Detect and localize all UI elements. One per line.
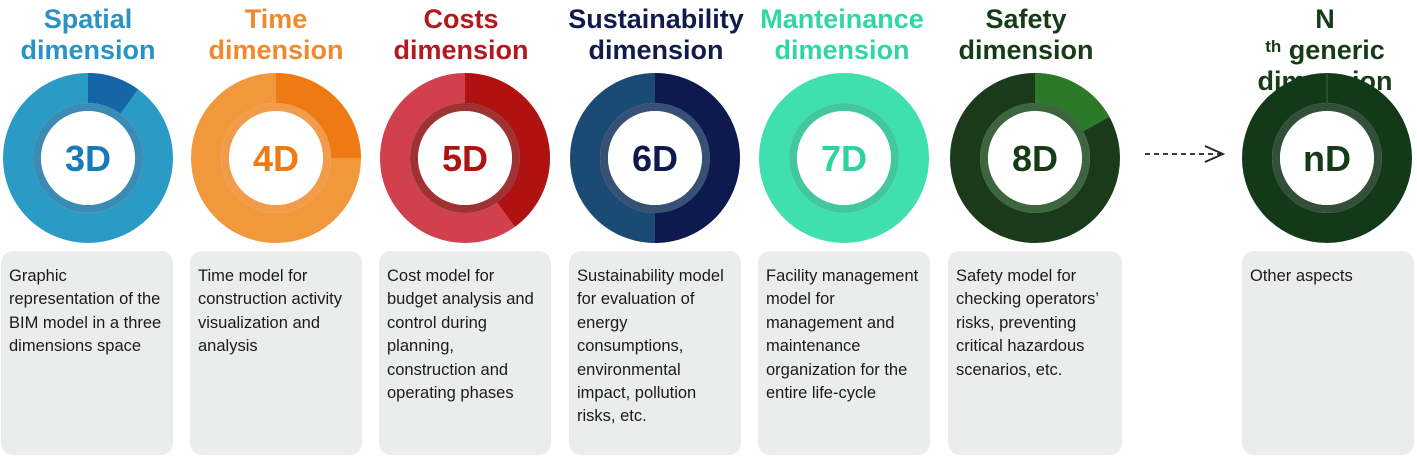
ring-inner-band (410, 103, 520, 213)
ring-inner-band (600, 103, 710, 213)
title-3d: Spatial dimension (20, 4, 156, 65)
ring-center (229, 111, 323, 205)
title-7d: Manteinance dimension (760, 4, 924, 65)
ring-6d: 6D (569, 72, 741, 244)
dimension-label: nD (1303, 138, 1351, 179)
description-box-nd: Other aspects (1242, 251, 1414, 455)
description-4d: Time model for construction activity vis… (198, 267, 342, 356)
ring-center (608, 111, 702, 205)
ring-highlight-segment (276, 73, 361, 158)
dimension-label: 4D (253, 138, 299, 179)
donut-ring-icon: 3D (3, 73, 173, 243)
dimension-label: 3D (65, 138, 111, 179)
dimension-label: 8D (1012, 138, 1058, 179)
donut-ring-icon: 6D (570, 73, 740, 243)
ring-center (41, 111, 135, 205)
ring-center (1280, 111, 1374, 205)
title-4d: Time dimension (208, 4, 344, 65)
description-box-8d: Safety model for checking operators’ ris… (948, 251, 1122, 455)
donut-ring-icon: 7D (759, 73, 929, 243)
description-6d: Sustainability model for evaluation of e… (577, 267, 724, 426)
title-6d: Sustainability dimension (568, 4, 744, 65)
ring-inner-band (980, 103, 1090, 213)
dashed-arrow-icon (1145, 145, 1226, 163)
ring-inner-band (221, 103, 331, 213)
description-nd: Other aspects (1250, 267, 1353, 285)
ring-5d: 5D (379, 72, 551, 244)
description-box-7d: Facility management model for management… (758, 251, 930, 455)
description-box-4d: Time model for construction activity vis… (190, 251, 362, 455)
description-8d: Safety model for checking operators’ ris… (956, 267, 1099, 379)
title-8d: Safety dimension (958, 4, 1094, 65)
ring-inner-band (33, 103, 143, 213)
ring-base (759, 73, 929, 243)
ring-center (797, 111, 891, 205)
description-7d: Facility management model for management… (766, 267, 919, 403)
ring-highlight-segment (655, 73, 740, 243)
title-5d: Costs dimension (393, 4, 529, 65)
dimension-label: 6D (632, 138, 678, 179)
description-5d: Cost model for budget analysis and contr… (387, 267, 534, 403)
donut-ring-icon: 5D (380, 73, 550, 243)
donut-ring-icon: 8D (950, 73, 1120, 243)
ring-inner-band (1272, 103, 1382, 213)
dimension-label: 5D (442, 138, 488, 179)
ring-highlight-segment (88, 73, 138, 114)
description-box-6d: Sustainability model for evaluation of e… (569, 251, 741, 455)
ring-nd: nD (1241, 72, 1413, 244)
ring-highlight-segment (1035, 73, 1110, 132)
ring-8d: 8D (949, 72, 1121, 244)
description-3d: Graphic representation of the BIM model … (9, 267, 162, 356)
ring-inner-band (789, 103, 899, 213)
ring-7d: 7D (758, 72, 930, 244)
donut-ring-icon: nD (1242, 73, 1412, 243)
ring-highlight-segment (465, 73, 550, 227)
description-box-3d: Graphic representation of the BIM model … (1, 251, 173, 455)
description-box-5d: Cost model for budget analysis and contr… (379, 251, 551, 455)
ring-center (418, 111, 512, 205)
ring-3d: 3D (2, 72, 174, 244)
dimension-label: 7D (821, 138, 867, 179)
donut-ring-icon: 4D (191, 73, 361, 243)
ring-center (988, 111, 1082, 205)
ring-4d: 4D (190, 72, 362, 244)
